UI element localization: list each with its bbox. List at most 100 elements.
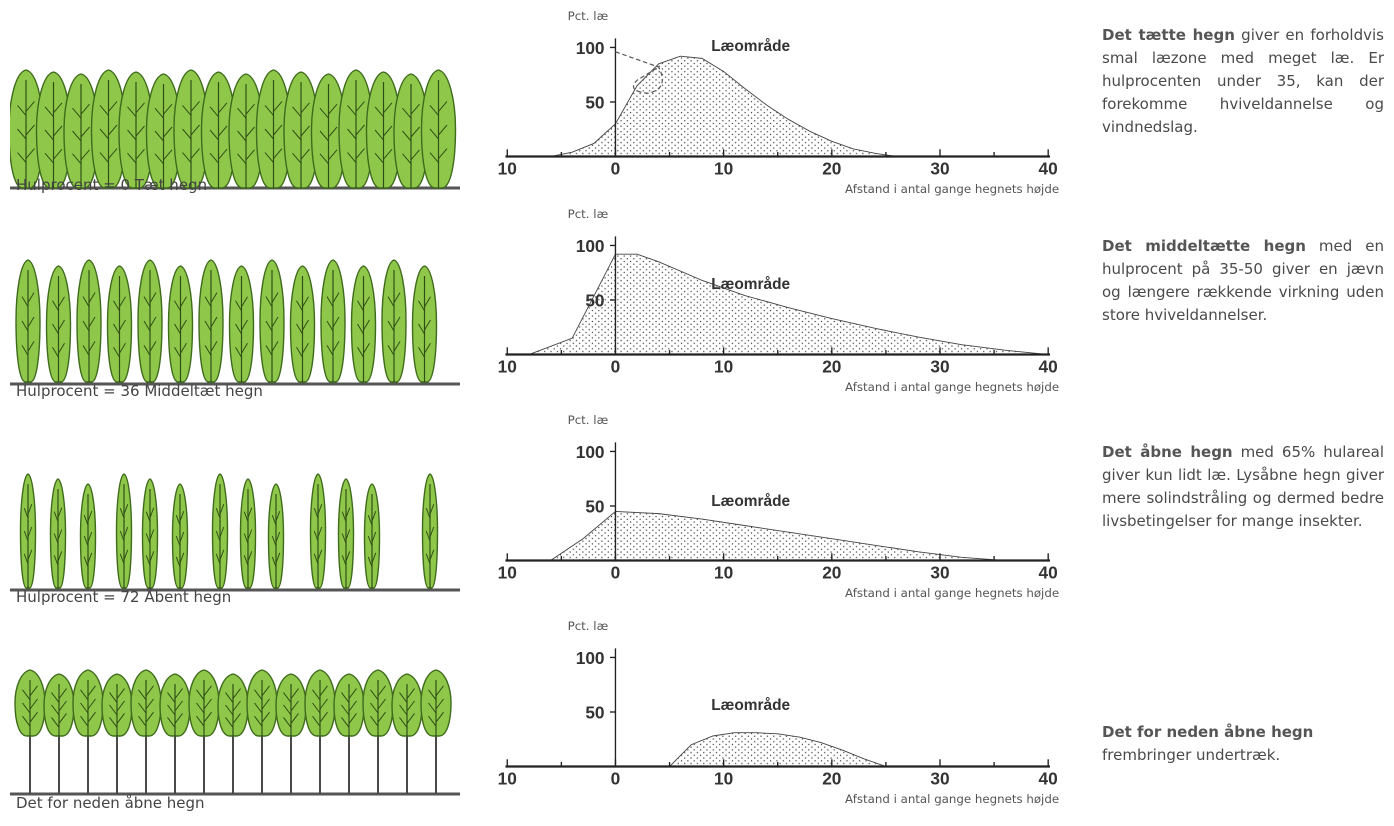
- tree-icon: [283, 71, 319, 189]
- y-axis-label: Pct. læ: [568, 9, 609, 23]
- x-tick-label: 40: [1039, 159, 1058, 179]
- x-tick-label: 0: [611, 159, 621, 179]
- tree-icon: [90, 69, 127, 189]
- tree-icon: [320, 259, 346, 383]
- tree-icon: [118, 71, 154, 189]
- y-tick-label: 100: [576, 38, 605, 58]
- tree-icon: [217, 673, 249, 794]
- tree-icon: [259, 259, 285, 383]
- x-tick-label: 10: [714, 159, 733, 179]
- panel-medium: Hulprocent = 36 Middeltæt hegn 10 0 10 20 30…: [0, 206, 1394, 412]
- x-tick-label: 10: [498, 357, 517, 377]
- y-tick-label: 50: [585, 290, 604, 310]
- hedge-description: Det tætte hegn giver en forholdvis smal …: [1102, 24, 1384, 139]
- hedge-caption: Hulprocent = 36 Middeltæt hegn: [16, 382, 263, 400]
- tree-icon: [228, 73, 264, 189]
- tree-icon: [391, 673, 423, 794]
- tree-icon: [43, 673, 75, 794]
- x-tick-label: 40: [1039, 357, 1058, 377]
- tree-icon: [421, 473, 439, 589]
- description-heading: Det middeltætte hegn: [1102, 237, 1306, 255]
- hedge-illustration-open-below: [10, 669, 460, 796]
- tree-icon: [267, 483, 285, 589]
- hedge-caption: Hulprocent = 72 Åbent hegn: [16, 588, 232, 606]
- x-axis-label: Afstand i antal gange hegnets højde: [845, 586, 1059, 600]
- tree-icon: [198, 259, 224, 383]
- tree-icon: [76, 259, 102, 383]
- hedge-illustration-open: [10, 473, 460, 592]
- y-tick-label: 100: [576, 236, 605, 256]
- lee-area: [668, 732, 887, 767]
- x-tick-label: 0: [611, 769, 621, 789]
- tree-icon: [130, 669, 162, 794]
- description-heading: Det tætte hegn: [1102, 26, 1235, 44]
- description-text: frembringer undertræk.: [1102, 746, 1281, 764]
- y-tick-label: 100: [576, 442, 605, 462]
- tree-icon: [171, 483, 189, 589]
- tree-icon: [381, 259, 407, 383]
- y-tick-label: 100: [576, 648, 605, 668]
- x-tick-label: 10: [498, 159, 517, 179]
- tree-icon: [350, 265, 377, 383]
- tree-icon: [211, 473, 229, 589]
- y-tick-label: 50: [585, 496, 604, 516]
- panel-dense: Hulprocent = 0 Tæt hegn 10 0 10 20 30 40 50 100…: [0, 0, 1394, 206]
- tree-icon: [10, 69, 44, 189]
- x-tick-label: 0: [611, 563, 621, 583]
- x-tick-label: 10: [714, 563, 733, 583]
- tree-icon: [63, 73, 99, 189]
- tree-icon: [228, 265, 255, 383]
- region-label: Læområde: [711, 697, 790, 714]
- description-text: med en hulprocent på 35-50 giver en jævn…: [1102, 237, 1384, 324]
- y-axis-label: Pct. læ: [568, 207, 609, 221]
- tree-icon: [246, 669, 278, 794]
- description-heading: Det åbne hegn: [1102, 443, 1233, 461]
- tree-icon: [362, 669, 394, 794]
- tree-icon: [14, 669, 46, 794]
- lee-area: [549, 510, 1005, 561]
- hedge-illustration-dense: [10, 69, 460, 190]
- y-tick-label: 50: [585, 702, 604, 722]
- region-label: Læområde: [711, 493, 790, 510]
- tree-icon: [239, 478, 257, 589]
- tree-icon: [106, 265, 133, 383]
- tree-icon: [275, 673, 307, 794]
- tree-icon: [15, 259, 41, 383]
- x-tick-label: 0: [611, 357, 621, 377]
- tree-icon: [188, 669, 220, 794]
- y-tick-label: 50: [585, 92, 604, 112]
- tree-icon: [363, 483, 381, 589]
- x-tick-label: 40: [1039, 563, 1058, 583]
- tree-icon: [338, 69, 374, 189]
- tree-icon: [309, 473, 327, 589]
- tree-icon: [159, 673, 191, 794]
- x-axis-label: Afstand i antal gange hegnets højde: [845, 792, 1059, 806]
- tree-icon: [19, 473, 37, 589]
- tree-icon: [141, 478, 159, 589]
- tree-icon: [72, 669, 104, 794]
- x-tick-label: 20: [822, 357, 841, 377]
- x-axis-label: Afstand i antal gange hegnets højde: [845, 380, 1059, 394]
- tree-icon: [200, 71, 237, 189]
- region-label: Læområde: [711, 276, 790, 293]
- x-tick-label: 30: [930, 357, 949, 377]
- tree-icon: [420, 69, 457, 189]
- tree-icon: [101, 673, 133, 794]
- x-tick-label: 10: [498, 563, 517, 583]
- x-tick-label: 20: [822, 159, 841, 179]
- tree-icon: [115, 473, 133, 589]
- description-text: med 65% hulareal giver kun lidt læ. Lyså…: [1102, 443, 1384, 530]
- eddy-arrow: [615, 51, 663, 94]
- x-tick-label: 30: [930, 769, 949, 789]
- tree-icon: [289, 265, 316, 383]
- tree-icon: [49, 478, 67, 589]
- x-tick-label: 20: [822, 769, 841, 789]
- hedge-illustration-medium: [10, 259, 460, 386]
- tree-icon: [167, 265, 194, 383]
- x-tick-label: 20: [822, 563, 841, 583]
- description-heading: Det for neden åbne hegn: [1102, 723, 1314, 741]
